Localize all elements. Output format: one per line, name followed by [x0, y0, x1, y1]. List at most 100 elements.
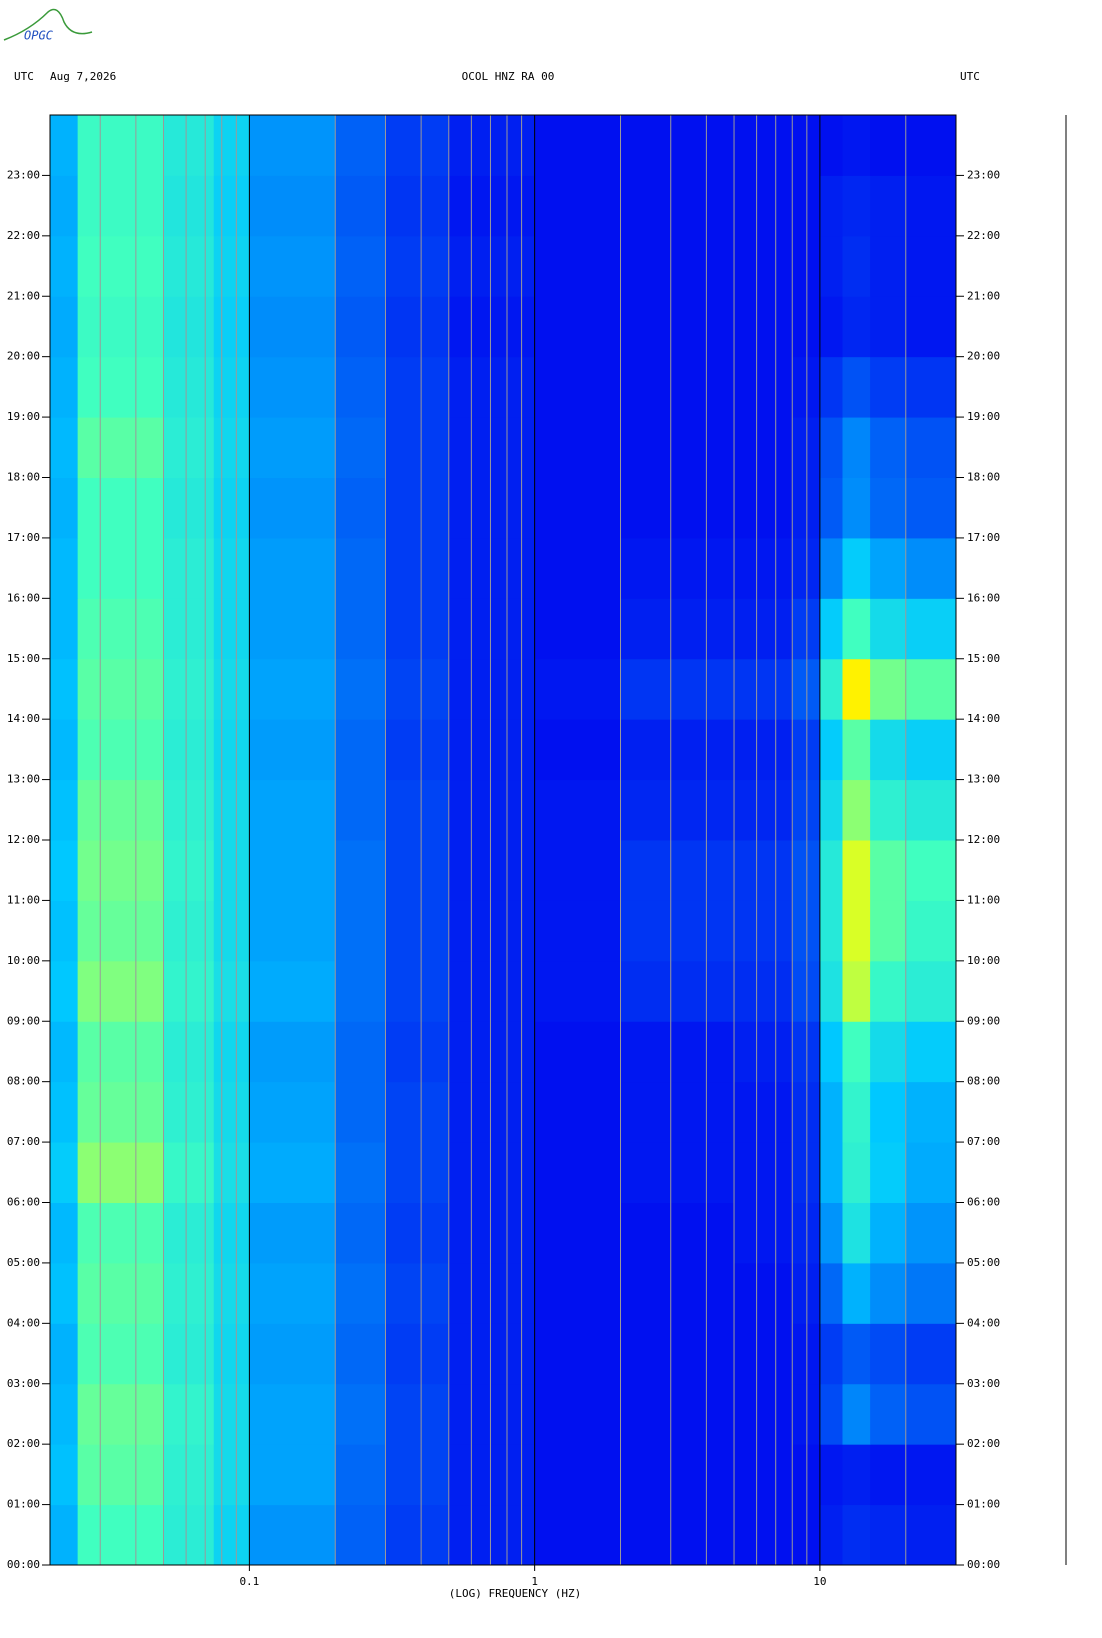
- y-tick-label: 01:00: [7, 1498, 40, 1511]
- cell: [792, 1202, 821, 1264]
- y-tick-label: 23:00: [967, 168, 1000, 181]
- x-tick-label: 1: [531, 1575, 538, 1588]
- cell: [842, 1444, 871, 1506]
- cell: [792, 1323, 821, 1385]
- cell: [819, 900, 843, 962]
- cell: [50, 960, 79, 1022]
- cell: [620, 537, 735, 599]
- cell: [620, 1081, 735, 1143]
- cell: [734, 115, 793, 176]
- cell: [163, 1323, 215, 1385]
- cell: [534, 658, 622, 720]
- cell: [50, 115, 79, 176]
- cell: [163, 1142, 215, 1203]
- cell: [385, 1262, 450, 1324]
- cell: [534, 1202, 622, 1264]
- cell: [905, 1504, 957, 1566]
- cell: [870, 1262, 907, 1324]
- cell: [534, 296, 622, 358]
- cell: [842, 537, 871, 599]
- cell: [335, 1021, 386, 1083]
- y-tick-label: 09:00: [967, 1014, 1000, 1027]
- cell: [163, 1383, 215, 1445]
- cell: [534, 115, 622, 176]
- y-tick-label: 08:00: [7, 1075, 40, 1088]
- cell: [50, 840, 79, 901]
- cell: [448, 417, 536, 478]
- cell: [77, 658, 165, 720]
- cell: [620, 840, 735, 901]
- cell: [213, 1021, 250, 1083]
- cell: [213, 537, 250, 599]
- cell: [734, 658, 793, 720]
- cell: [905, 235, 957, 297]
- cell: [249, 960, 336, 1022]
- cell: [335, 417, 386, 478]
- cell: [620, 900, 735, 962]
- cell: [734, 840, 793, 901]
- cell: [620, 417, 735, 478]
- cell: [905, 598, 957, 660]
- cell: [870, 960, 907, 1022]
- cell: [620, 477, 735, 539]
- cell: [870, 477, 907, 539]
- cell: [870, 1021, 907, 1083]
- cell: [50, 1262, 79, 1324]
- cell: [249, 1081, 336, 1143]
- cell: [842, 417, 871, 478]
- cell: [534, 779, 622, 841]
- cell: [819, 1444, 843, 1506]
- cell: [249, 900, 336, 962]
- cell: [249, 537, 336, 599]
- cell: [163, 960, 215, 1022]
- cell: [620, 235, 735, 297]
- y-tick-label: 21:00: [7, 289, 40, 302]
- cell: [213, 356, 250, 418]
- cell: [163, 1021, 215, 1083]
- cell: [734, 417, 793, 478]
- cell: [870, 658, 907, 720]
- cell: [734, 779, 793, 841]
- cell: [77, 1444, 165, 1506]
- cell: [870, 175, 907, 237]
- cell: [77, 1202, 165, 1264]
- cell: [385, 779, 450, 841]
- cell: [335, 598, 386, 660]
- axes: 0.1 1 10 00:00 00:00 01:00 01:00 02:00 02:00 03:0…: [7, 114, 1000, 1588]
- cell: [335, 477, 386, 539]
- cell: [163, 115, 215, 176]
- cell: [842, 235, 871, 297]
- cell: [534, 537, 622, 599]
- logo-curve: [3, 8, 93, 41]
- cell: [870, 719, 907, 781]
- cell: [77, 1081, 165, 1143]
- cell: [534, 1262, 622, 1324]
- cell: [734, 598, 793, 660]
- cell: [534, 1383, 622, 1445]
- cell: [905, 1021, 957, 1083]
- cell: [77, 235, 165, 297]
- y-tick-label: 22:00: [7, 229, 40, 242]
- cell: [213, 477, 250, 539]
- cell: [870, 115, 907, 176]
- cell: [385, 1383, 450, 1445]
- cell: [335, 1262, 386, 1324]
- cell: [620, 356, 735, 418]
- cell: [734, 900, 793, 962]
- cell: [819, 1504, 843, 1566]
- cell: [163, 658, 215, 720]
- cell: [842, 900, 871, 962]
- cell: [385, 658, 450, 720]
- cell: [163, 1081, 215, 1143]
- cell: [842, 779, 871, 841]
- cell: [792, 417, 821, 478]
- cell: [905, 1323, 957, 1385]
- cell: [213, 1262, 250, 1324]
- cell: [819, 960, 843, 1022]
- y-tick-label: 07:00: [7, 1135, 40, 1148]
- cell: [77, 537, 165, 599]
- cell: [842, 1202, 871, 1264]
- y-tick-label: 19:00: [967, 410, 1000, 423]
- cell: [448, 1202, 536, 1264]
- cell: [249, 1142, 336, 1203]
